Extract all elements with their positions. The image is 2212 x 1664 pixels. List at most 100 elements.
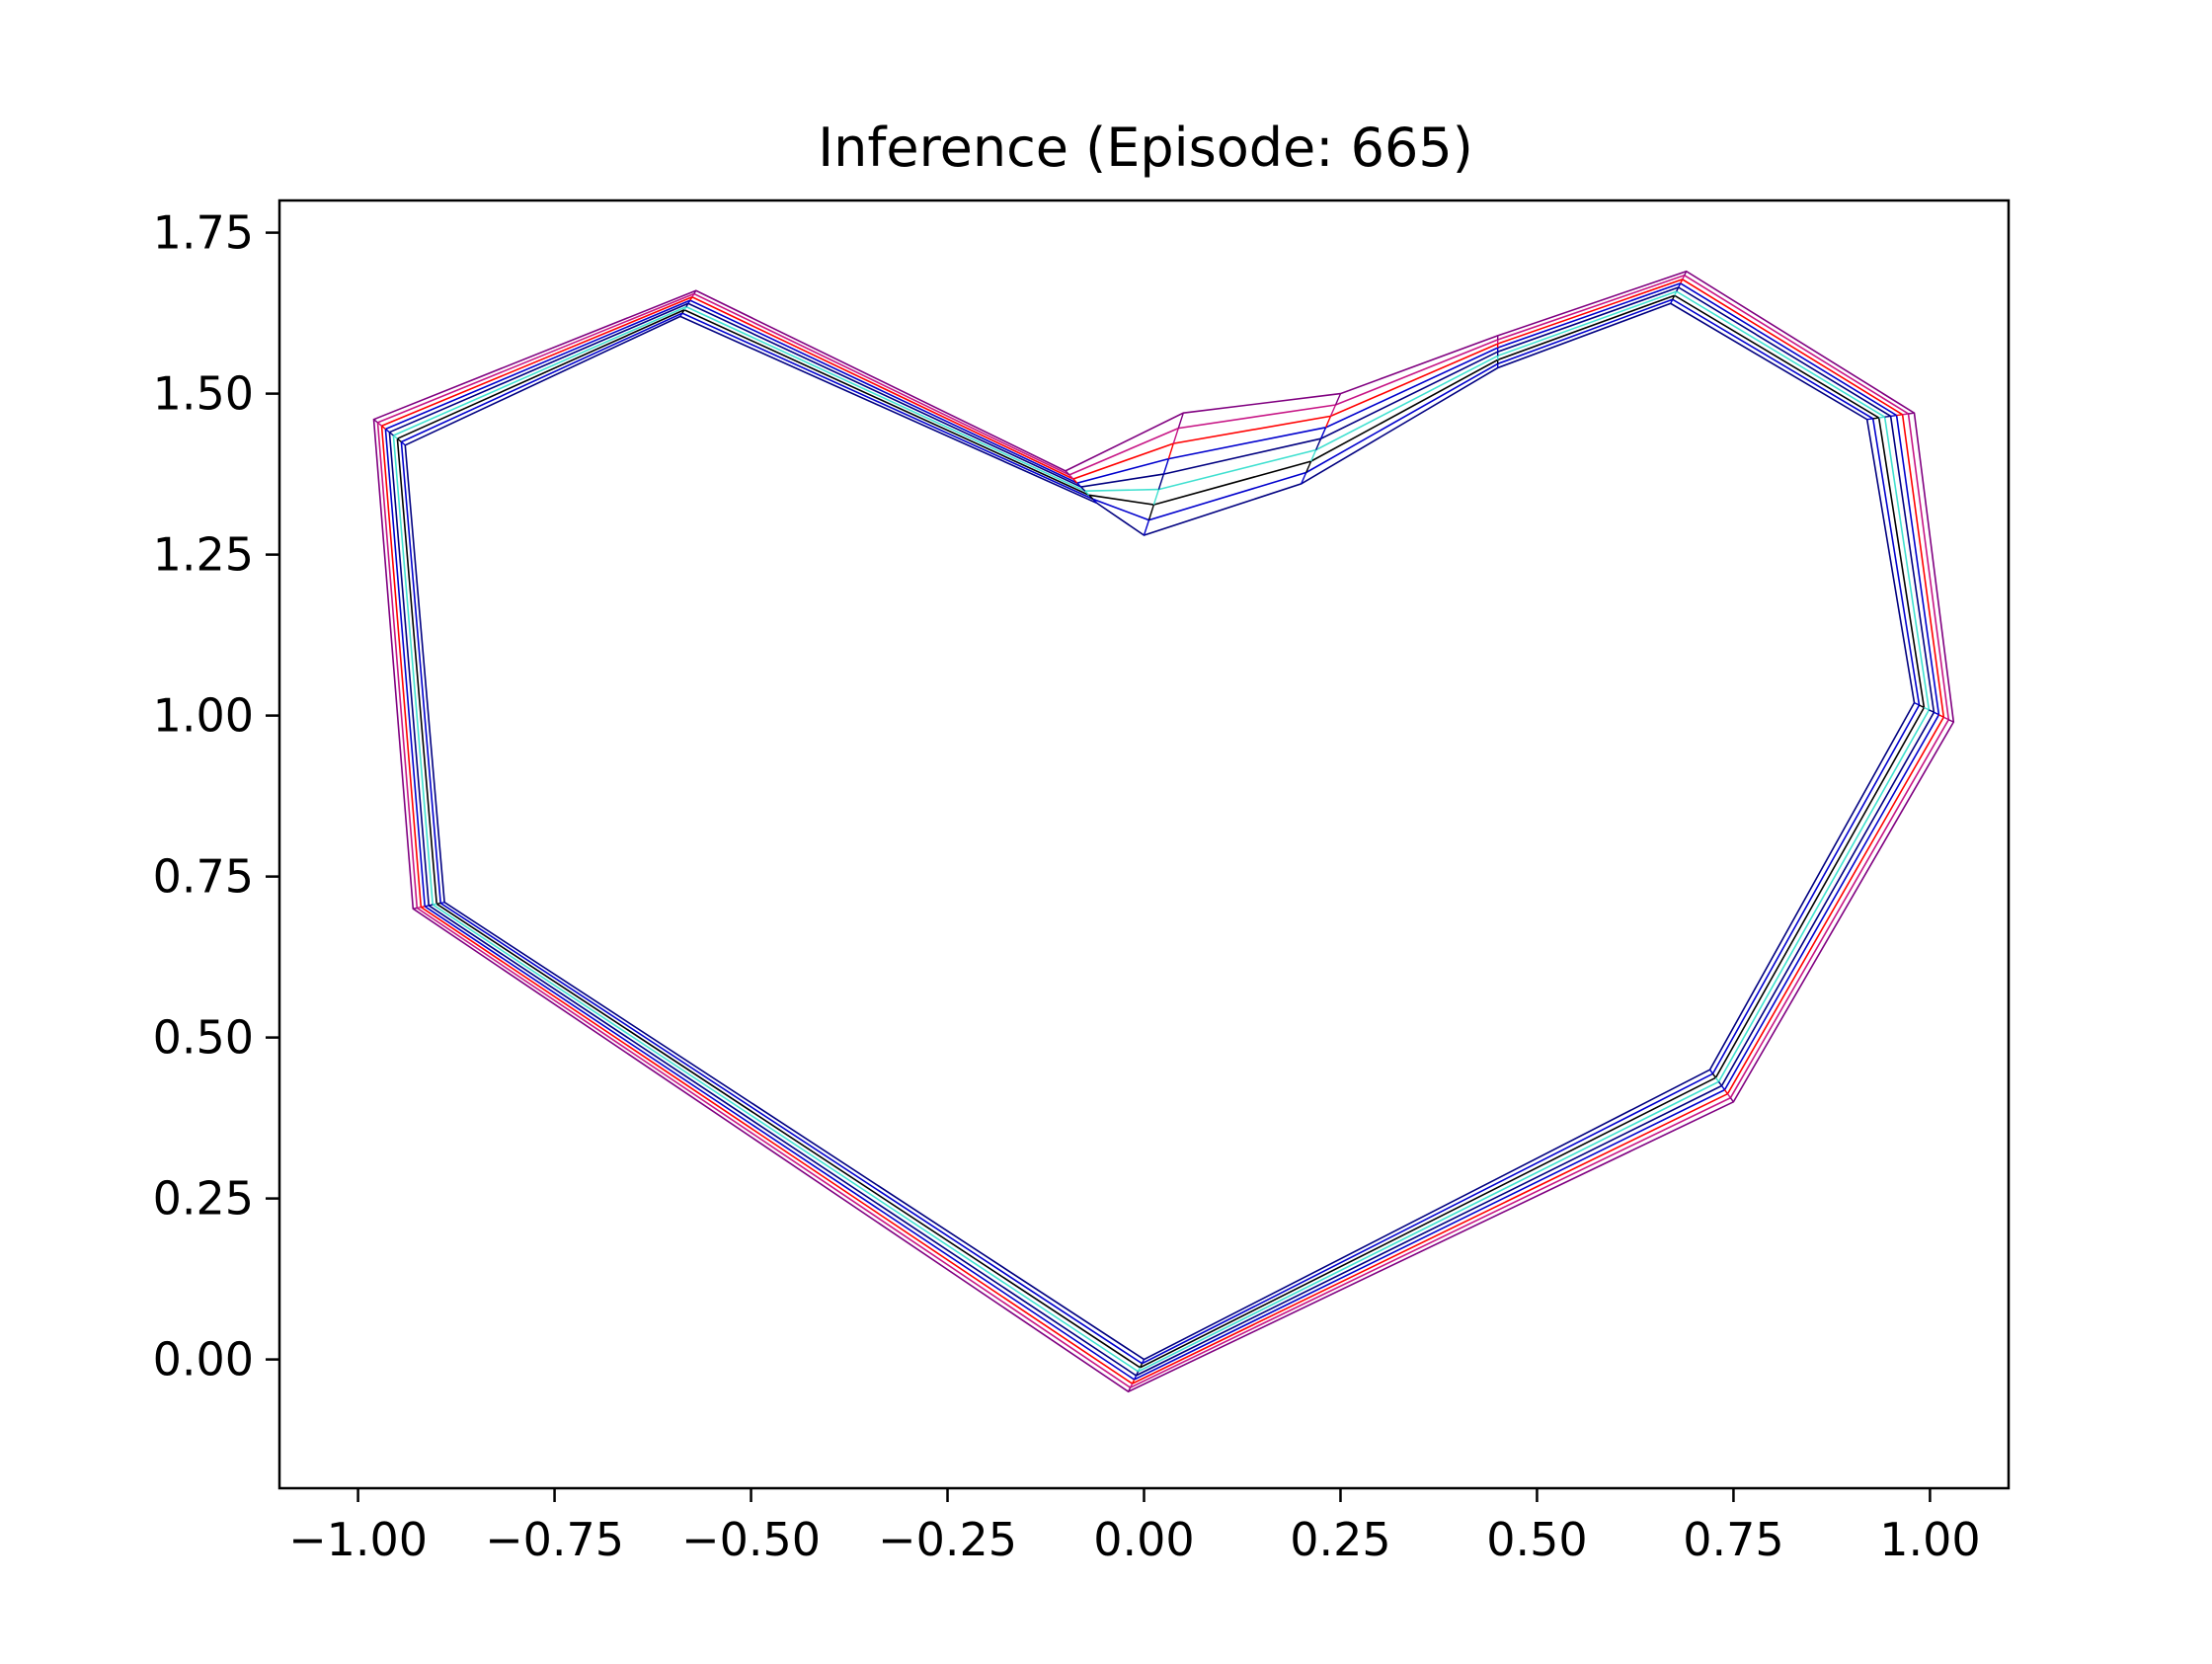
connector-segment	[683, 306, 687, 311]
connector-segment	[1682, 275, 1686, 280]
y-tick-label: 1.25	[153, 528, 254, 582]
connector-segment	[425, 905, 430, 908]
connector-segment	[1172, 428, 1179, 444]
connector-segment	[1711, 1072, 1717, 1078]
connector-segment	[1137, 1367, 1142, 1373]
y-tick-label: 1.00	[153, 689, 254, 743]
connector-segment	[1309, 449, 1317, 462]
y-tick-label: 0.00	[153, 1333, 254, 1387]
connector-segment	[1065, 470, 1070, 476]
connector-segment	[1914, 701, 1920, 706]
connector-segment	[1878, 416, 1885, 419]
connector-segment	[392, 435, 398, 439]
connector-segment	[1129, 1383, 1134, 1388]
chart-title: Inference (Episode: 665)	[818, 117, 1473, 179]
connector-segment	[693, 289, 697, 294]
connector-segment	[1141, 1359, 1146, 1365]
connector-segment	[1866, 418, 1873, 421]
connector-segment	[433, 903, 437, 906]
connector-segment	[1167, 442, 1174, 459]
connector-segment	[1143, 519, 1150, 536]
x-tick-label: −1.00	[288, 1513, 428, 1566]
connector-segment	[381, 425, 386, 431]
connector-segment	[1714, 1076, 1720, 1082]
connector-segment	[1680, 278, 1684, 284]
connector-segment	[1872, 417, 1879, 420]
connector-segment	[1924, 706, 1930, 711]
connector-segment	[1135, 1371, 1140, 1377]
x-tick-label: 1.00	[1879, 1513, 1980, 1566]
connector-segment	[1726, 1093, 1731, 1099]
connector-segment	[1902, 413, 1909, 416]
connector-segment	[400, 440, 406, 446]
connector-segment	[1896, 414, 1903, 417]
connector-segment	[1162, 458, 1170, 475]
connector-segment	[1934, 711, 1939, 716]
connector-segment	[429, 904, 434, 907]
connector-segment	[421, 906, 426, 909]
connector-segment	[1729, 1097, 1734, 1103]
connector-segment	[440, 902, 445, 905]
series-layer	[372, 270, 1955, 1393]
x-axis: −1.00 −0.75 −0.50 −0.25 0.00 0.25 0.50 0.75 1.00	[288, 1488, 1981, 1566]
y-axis: 0.00 0.25 0.50 0.75 1.00 1.25 1.50 1.75	[153, 206, 279, 1387]
y-tick-label: 0.50	[153, 1011, 254, 1065]
connector-segment	[1947, 719, 1954, 723]
y-tick-label: 1.75	[153, 206, 254, 260]
connector-segment	[1139, 1363, 1144, 1369]
connector-segment	[1157, 473, 1165, 490]
connector-segment	[685, 302, 689, 307]
y-tick-label: 0.75	[153, 850, 254, 904]
connector-segment	[1127, 1387, 1132, 1392]
connector-segment	[377, 422, 382, 427]
x-tick-label: 0.00	[1093, 1513, 1194, 1566]
connector-segment	[1890, 414, 1897, 418]
connector-segment	[1301, 472, 1307, 485]
connector-segment	[388, 432, 394, 436]
connector-segment	[413, 907, 418, 910]
connector-segment	[1152, 489, 1160, 506]
connector-segment	[1080, 486, 1086, 492]
connector-segment	[1092, 498, 1098, 504]
connector-segment	[1884, 415, 1891, 418]
connector-segment	[1177, 412, 1184, 429]
connector-segment	[1329, 404, 1337, 417]
y-tick-label: 1.50	[153, 367, 254, 421]
connector-segment	[1324, 416, 1332, 429]
x-tick-label: 0.50	[1486, 1513, 1587, 1566]
connector-segment	[1672, 294, 1676, 300]
connector-segment	[1929, 709, 1935, 713]
x-tick-label: 0.25	[1290, 1513, 1390, 1566]
connector-segment	[1131, 1379, 1136, 1385]
connector-segment	[1319, 427, 1327, 439]
connector-segment	[1305, 460, 1312, 473]
connector-segment	[1084, 490, 1090, 496]
connector-segment	[1938, 714, 1944, 718]
connector-segment	[689, 296, 693, 301]
connector-segment	[679, 312, 683, 317]
connector-segment	[687, 299, 691, 304]
connector-segment	[417, 906, 422, 910]
connector-segment	[1147, 504, 1155, 520]
connector-segment	[1088, 494, 1094, 500]
x-tick-label: −0.50	[681, 1513, 821, 1566]
connector-segment	[1314, 437, 1322, 450]
connector-segment	[1676, 286, 1680, 292]
connector-segment	[384, 428, 390, 434]
connector-segment	[1670, 298, 1674, 304]
x-tick-label: −0.75	[485, 1513, 624, 1566]
connector-segment	[1076, 482, 1082, 488]
connector-segment	[1684, 271, 1688, 277]
connector-segment	[396, 437, 402, 443]
x-tick-label: 0.75	[1683, 1513, 1783, 1566]
connector-segment	[1919, 704, 1925, 709]
connector-segment	[1068, 474, 1074, 480]
connector-segment	[436, 902, 441, 905]
connector-segment	[691, 293, 695, 298]
connector-segment	[1942, 716, 1949, 721]
connector-segment	[1720, 1085, 1726, 1091]
connector-segment	[1678, 282, 1682, 288]
connector-segment	[1723, 1089, 1729, 1095]
